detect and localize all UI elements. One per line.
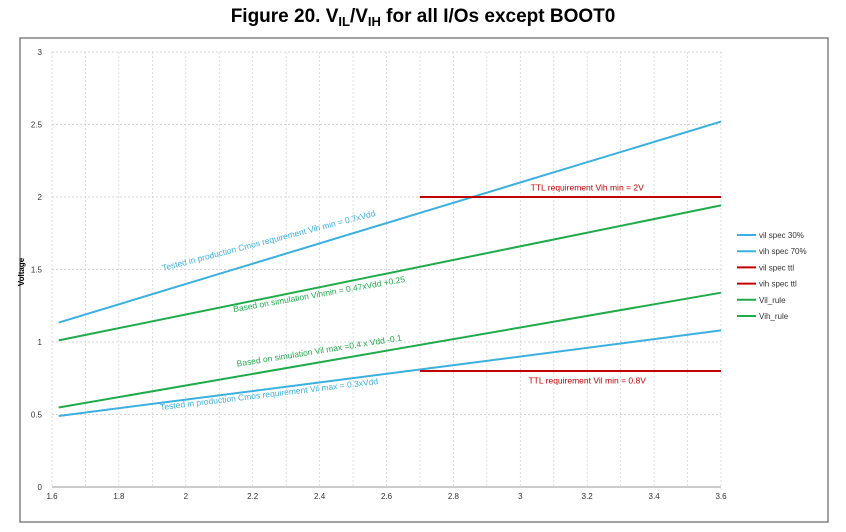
title-sub-il: IL bbox=[338, 14, 350, 29]
x-tick-label: 3.4 bbox=[649, 492, 661, 501]
grid bbox=[51, 51, 722, 488]
x-tick-label: 1.6 bbox=[46, 492, 58, 501]
title-mid: /V bbox=[349, 6, 368, 27]
legend-label: vil spec ttl bbox=[759, 263, 794, 272]
title-suffix: for all I/Os except BOOT0 bbox=[380, 6, 616, 27]
series-lines bbox=[58, 120, 722, 417]
y-axis-label: Voltage bbox=[17, 257, 26, 286]
series-line-vih-rule bbox=[58, 204, 722, 342]
title-sub-ih: IH bbox=[367, 14, 381, 29]
y-tick-label: 1.5 bbox=[31, 266, 43, 275]
series-line-vil-spec-30- bbox=[58, 329, 722, 417]
x-tick-label: 3 bbox=[518, 492, 523, 501]
series-line-vil-rule bbox=[58, 291, 722, 409]
series-line-vih-spec-70- bbox=[58, 120, 722, 324]
y-tick-label: 0 bbox=[38, 483, 43, 492]
x-tick-label: 2.2 bbox=[247, 492, 259, 501]
x-tick-label: 3.2 bbox=[582, 492, 594, 501]
title-prefix: Figure 20. V bbox=[230, 6, 339, 27]
annotation-label: TTL requirement Vih min = 2V bbox=[531, 182, 644, 192]
chart-frame bbox=[19, 37, 829, 523]
legend-label: vil spec 30% bbox=[759, 231, 804, 240]
legend-label: Vih_rule bbox=[759, 312, 789, 321]
x-tick-label: 2.4 bbox=[314, 492, 326, 501]
y-tick-label: 3 bbox=[38, 48, 43, 57]
axes: 1.6 1.8 2 2.2 2.4 2.6 2.8 3 3.2 3.4 3.6 0 0.5 1 1.5 2 2.… bbox=[31, 48, 727, 501]
legend: vil spec 30% vih spec 70% vil spec ttl vih … bbox=[737, 231, 807, 321]
y-tick-label: 2.5 bbox=[31, 121, 43, 130]
x-tick-label: 3.6 bbox=[715, 492, 727, 501]
x-tick-label: 2 bbox=[184, 492, 189, 501]
x-tick-label: 2.8 bbox=[448, 492, 460, 501]
legend-label: vih spec ttl bbox=[759, 280, 797, 289]
y-tick-label: 1 bbox=[38, 338, 43, 347]
annotation-label: TTL requirement Vil min = 0.8V bbox=[528, 375, 646, 385]
legend-label: vih spec 70% bbox=[759, 247, 807, 256]
legend-label: Vil_rule bbox=[759, 296, 786, 305]
figure-title: Figure 20. VIL/VIH for all I/Os except B… bbox=[0, 6, 846, 29]
x-tick-label: 1.8 bbox=[113, 492, 125, 501]
y-tick-label: 2 bbox=[38, 193, 43, 202]
x-tick-label: 2.6 bbox=[381, 492, 393, 501]
y-tick-label: 0.5 bbox=[31, 411, 43, 420]
